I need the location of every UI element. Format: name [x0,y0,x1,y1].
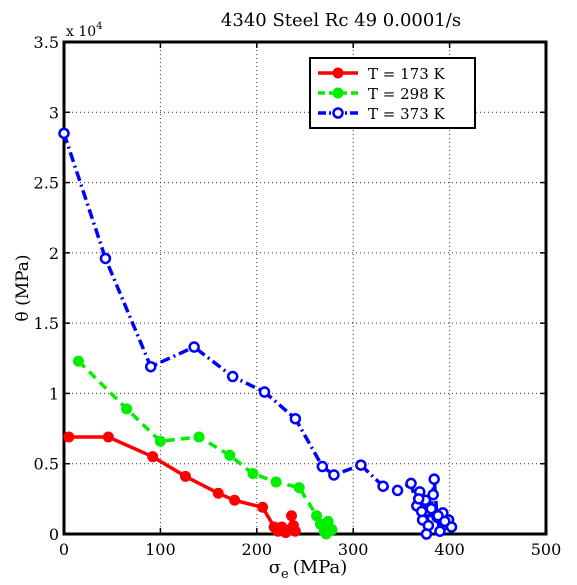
data-point [293,482,305,494]
data-point [224,449,236,461]
data-point [391,484,404,497]
data-point [425,502,438,515]
axis-ticks: 0 100 200 300 400 500 0 0.5 1 1.5 2 2.5 3 3.5 [34,33,562,559]
y-axis-label: θ (MPa) [13,254,33,321]
y-tick-label: 0.5 [34,455,59,474]
data-point [212,487,224,499]
data-point [247,468,259,480]
data-point [154,435,166,447]
data-point [377,480,389,492]
y-tick-label: 0 [49,525,59,544]
y-tick-label: 1.5 [34,314,59,333]
grid [64,42,546,534]
data-point [258,386,271,398]
y-multiplier-base: x 10 [66,24,96,40]
data-point [355,459,367,471]
data-point [413,493,425,505]
x-axis-label-subscript: e [281,567,289,582]
data-point [289,412,302,425]
legend-label: T = 373 K [368,105,446,123]
y-multiplier: x 104 [66,21,103,40]
series-area [58,127,458,540]
data-point [229,494,241,506]
x-tick-label: 500 [531,540,562,559]
x-axis-label: σe (MPa) [269,557,348,582]
y-tick-label: 3.5 [34,33,59,52]
y-tick-label: 2.5 [34,174,59,193]
y-tick-label: 3 [49,103,59,122]
y-tick-label: 2 [49,244,59,263]
data-point [434,525,446,537]
data-point [226,370,239,383]
data-point [324,522,336,534]
chart-title: 4340 Steel Rc 49 0.0001/s [221,10,461,31]
data-point [193,431,205,443]
data-point [427,488,439,501]
data-point [270,476,282,488]
series-line [68,435,298,535]
x-tick-label: 400 [434,540,465,559]
legend-marker [332,87,344,99]
data-point [145,360,157,373]
x-tick-label: 300 [338,540,369,559]
data-point [147,451,159,463]
data-point [102,431,114,443]
data-point [328,469,340,481]
series-3 [58,127,458,540]
legend-marker [332,107,344,119]
data-point [316,460,329,473]
x-tick-label: 100 [145,540,176,559]
x-tick-label: 0 [59,540,69,559]
data-point [188,341,200,353]
x-axis-label-unit: (MPa) [293,557,348,578]
data-point [72,355,84,367]
series-2 [72,355,338,540]
series-1 [63,431,301,539]
data-point [63,431,75,443]
data-point [439,515,451,528]
data-point [286,510,298,522]
data-point [428,473,440,485]
y-multiplier-exponent: 4 [96,21,102,32]
legend-marker [332,67,344,79]
data-point [58,127,70,140]
data-point [420,528,433,540]
data-point [121,403,133,415]
data-point [179,470,191,482]
y-tick-label: 1 [49,384,59,403]
legend: T = 173 K T = 298 K T = 373 K [309,57,476,129]
data-point [99,252,112,265]
legend-label: T = 173 K [368,65,446,83]
data-point [311,510,323,522]
data-point [415,505,428,518]
data-point [405,477,417,490]
legend-label: T = 298 K [368,85,446,103]
x-axis-label-symbol: σ [269,557,281,578]
plot-frame [62,40,548,536]
series-line [77,359,334,536]
data-point [289,525,301,537]
data-point [257,501,269,513]
x-tick-label: 200 [242,540,273,559]
